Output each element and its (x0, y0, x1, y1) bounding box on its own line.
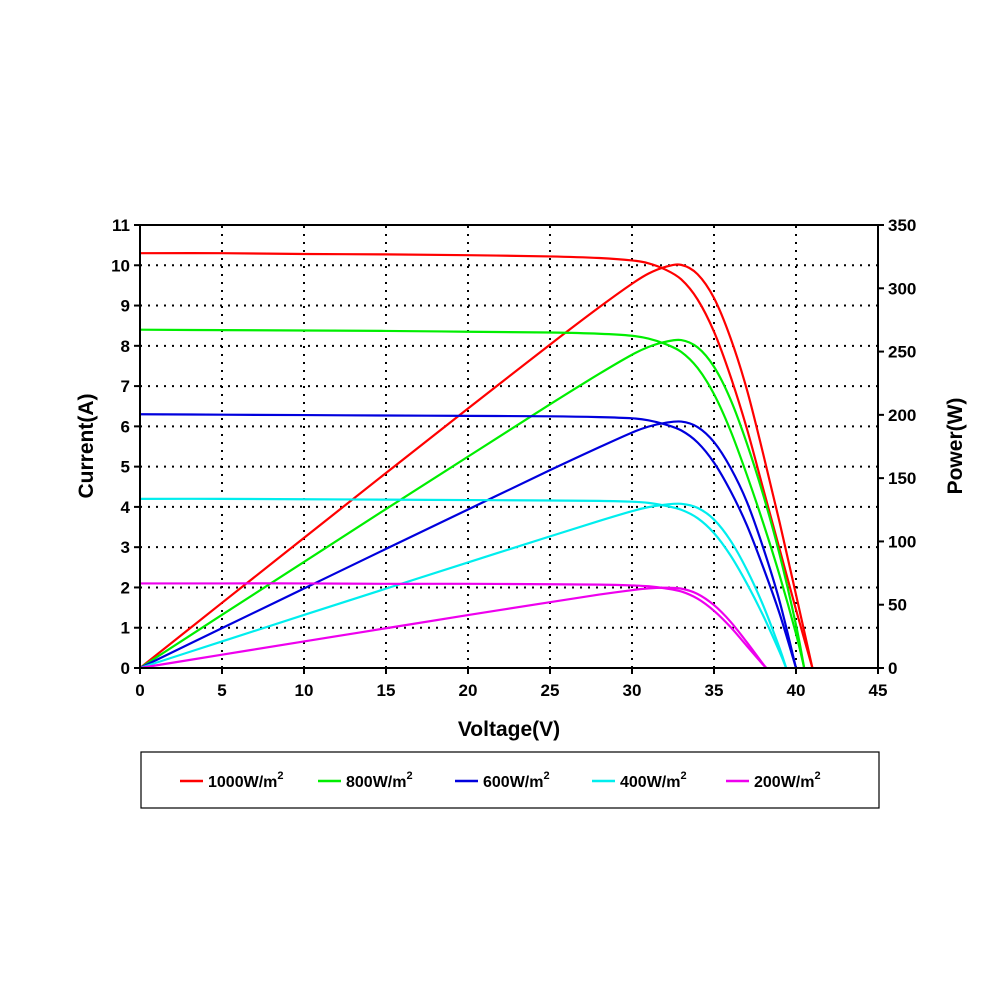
x-axis-title: Voltage(V) (458, 718, 560, 741)
y2-tick-label: 350 (888, 216, 916, 235)
legend-superscript: 2 (277, 770, 283, 782)
iv-curve-4 (139, 582, 768, 669)
pv-curve-1 (139, 338, 806, 669)
y-tick-label: 1 (121, 619, 130, 638)
y-tick-label: 6 (121, 417, 130, 436)
x-tick-label: 15 (377, 681, 396, 700)
legend: 1000W/m2 800W/m2 600W/m2 400W/m2 200W/m2 (180, 770, 821, 791)
y2-tick-label: 0 (888, 659, 897, 678)
y-tick-label: 0 (121, 659, 130, 678)
legend-superscript: 2 (680, 770, 686, 782)
legend-box (140, 751, 880, 809)
x-tick-label: 40 (787, 681, 806, 700)
x-tick-label: 10 (295, 681, 314, 700)
y-tick-label: 8 (121, 337, 130, 356)
y-tick-label: 5 (121, 458, 130, 477)
y-axis-title: Current(A) (75, 394, 98, 499)
y2-axis-title: Power(W) (944, 398, 967, 495)
grid (140, 225, 878, 668)
plot-frame (139, 224, 879, 669)
x-tick-label: 35 (705, 681, 724, 700)
iv-curve-2 (139, 413, 798, 669)
legend-label: 200W/m2 (754, 770, 821, 791)
legend-superscript: 2 (543, 770, 549, 782)
legend-superscript: 2 (406, 770, 412, 782)
x-tick-label: 30 (623, 681, 642, 700)
x-tick-label: 25 (541, 681, 560, 700)
y-tick-label: 2 (121, 578, 130, 597)
y-tick-label: 10 (111, 256, 130, 275)
iv-curve-0 (139, 252, 814, 669)
legend-label: 1000W/m2 (208, 770, 284, 791)
legend-superscript: 2 (814, 770, 820, 782)
y-tick-label: 3 (121, 538, 130, 557)
y-tick-label: 7 (121, 377, 130, 396)
y-tick-label: 9 (121, 297, 130, 316)
pv-curve-3 (139, 502, 788, 670)
y2-tick-label: 250 (888, 343, 916, 362)
x-tick-label: 5 (217, 681, 226, 700)
y-tick-label: 11 (112, 216, 130, 235)
y2-tick-label: 50 (888, 596, 907, 615)
iv-curve-1 (139, 328, 806, 669)
legend-label: 600W/m2 (483, 770, 550, 791)
y-tick-label: 4 (121, 498, 131, 517)
y2-tick-label: 100 (888, 532, 916, 551)
y2-tick-label: 300 (888, 279, 916, 298)
pv-curve-4 (139, 586, 768, 670)
y2-tick-label: 200 (888, 406, 916, 425)
iv-curve-3 (139, 497, 788, 669)
ticks: 0 5 10 15 20 25 30 35 40 450123456789101105010015… (111, 216, 916, 700)
curves (139, 252, 814, 670)
legend-label: 800W/m2 (346, 770, 413, 791)
x-tick-label: 0 (135, 681, 144, 700)
pv-curve-2 (139, 420, 798, 669)
legend-label: 400W/m2 (620, 770, 687, 791)
x-tick-label: 45 (869, 681, 888, 700)
y2-tick-label: 150 (888, 469, 916, 488)
x-tick-label: 20 (459, 681, 478, 700)
pv-curve-0 (139, 263, 814, 669)
